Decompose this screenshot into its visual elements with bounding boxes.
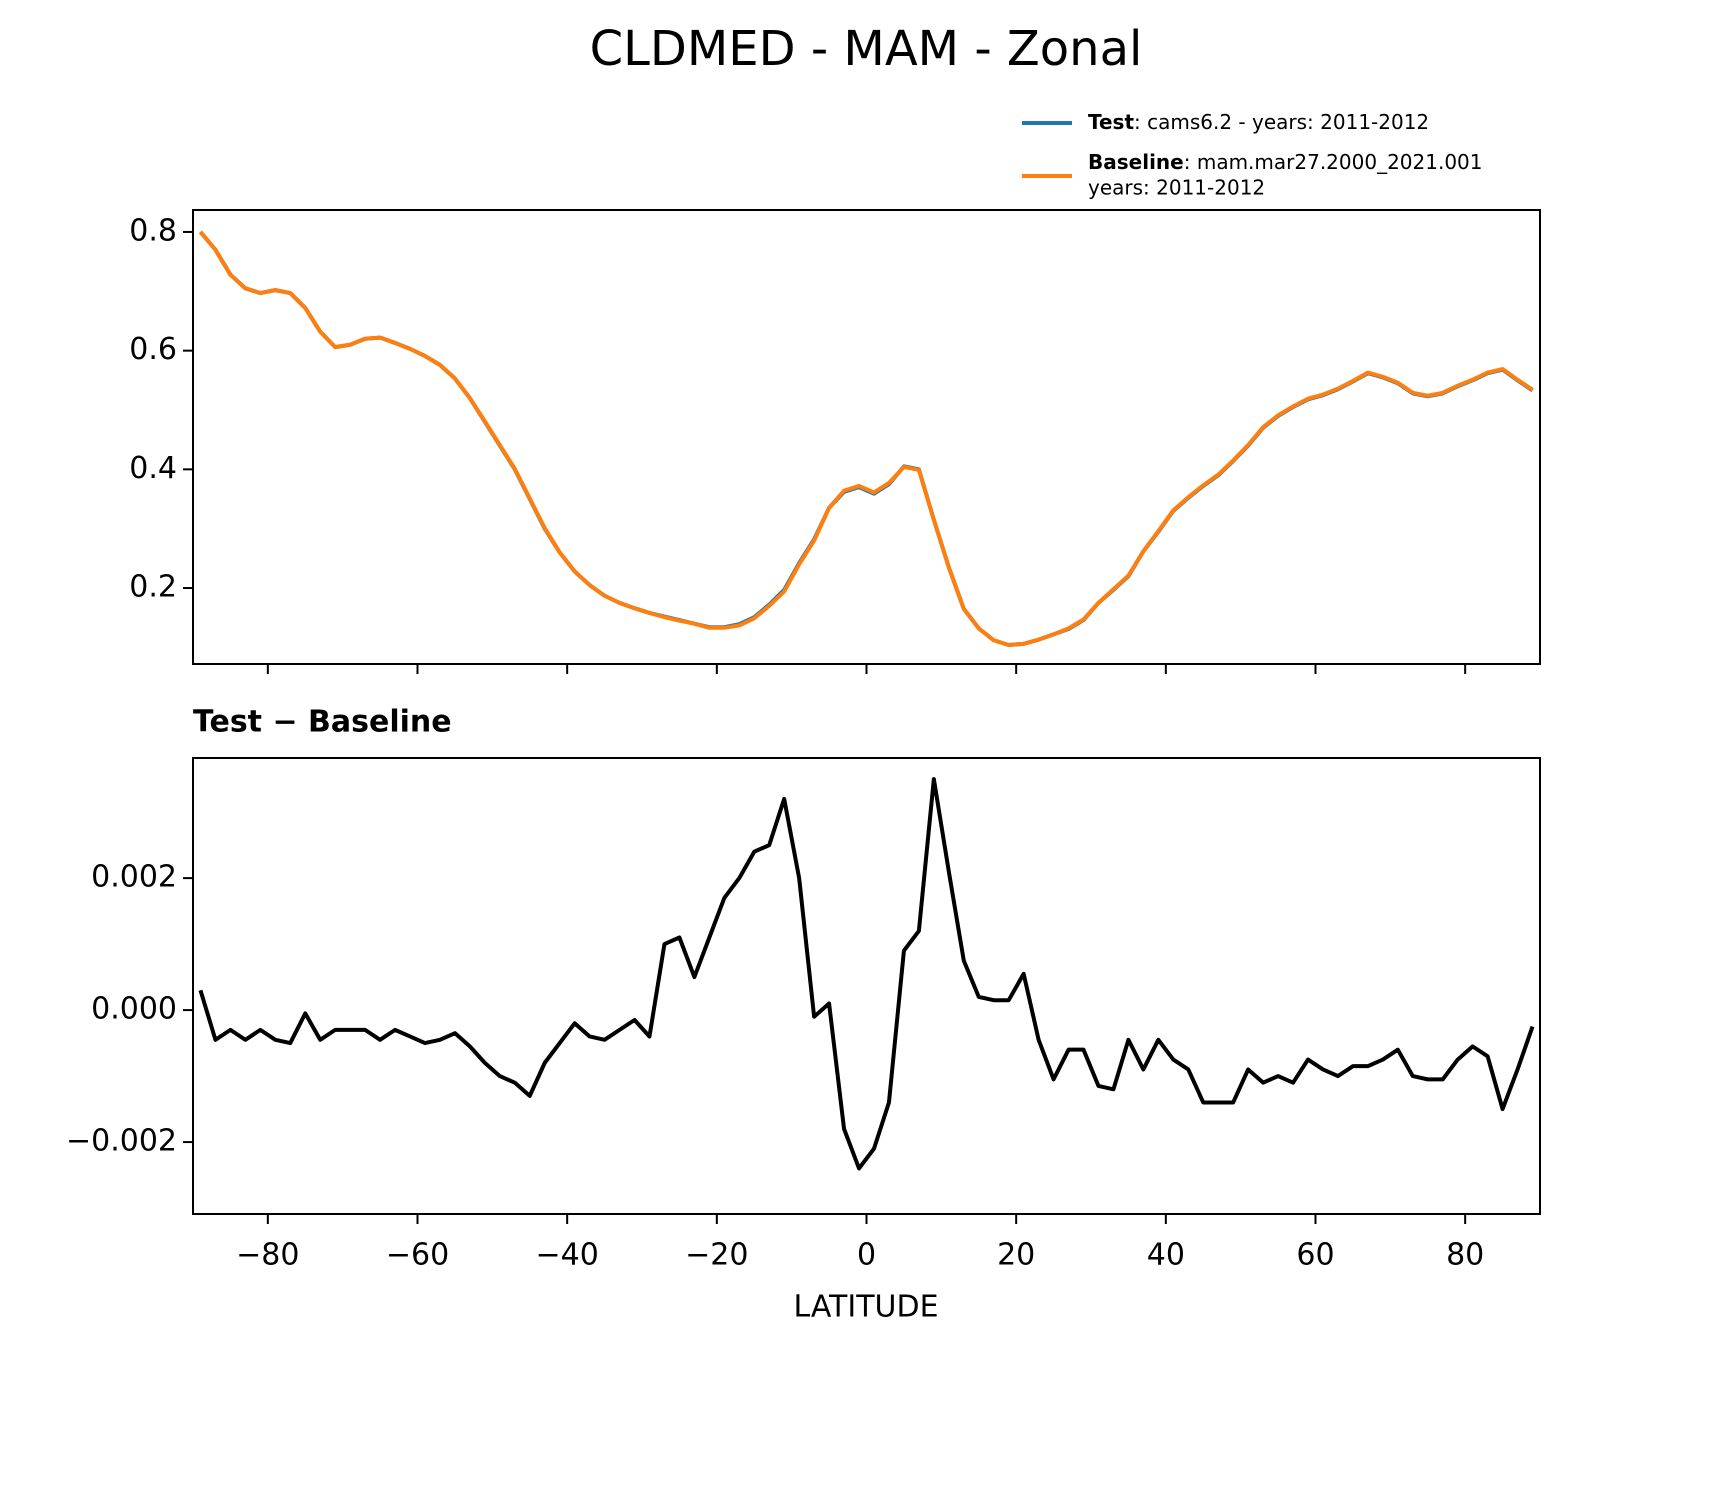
y-tick-label: 0.000 (91, 992, 177, 1027)
legend-label: Test: cams6.2 - years: 2011-2012 (1088, 110, 1429, 134)
legend-description: years: 2011-2012 (1088, 176, 1265, 200)
y-tick-label: 0.002 (91, 860, 177, 895)
x-tick-label: −80 (236, 1238, 299, 1273)
chart-title: CLDMED - MAM - Zonal (590, 21, 1143, 77)
axes-frame (192, 209, 1541, 665)
x-tick-label: 40 (1147, 1238, 1185, 1273)
plot-area (198, 230, 1534, 648)
y-tick-label: −0.002 (66, 1124, 177, 1159)
legend-description: : mam.mar27.2000_2021.001 (1184, 150, 1483, 174)
data-line (198, 230, 1534, 648)
x-tick-label: 20 (997, 1238, 1035, 1273)
legend-name: Baseline (1088, 150, 1184, 174)
x-tick-label: −60 (386, 1238, 449, 1273)
data-line (198, 777, 1535, 1171)
y-tick-label: 0.6 (129, 332, 177, 367)
legend-name: Test (1088, 110, 1134, 134)
plot-area (198, 777, 1535, 1171)
x-tick-label: 60 (1296, 1238, 1334, 1273)
x-tick-label: 0 (857, 1238, 876, 1273)
legend-label: Baseline: mam.mar27.2000_2021.001 (1088, 150, 1483, 174)
y-tick-label: 0.8 (129, 213, 177, 248)
x-tick-label: −40 (536, 1238, 599, 1273)
panel-title: Test − Baseline (193, 705, 452, 740)
y-tick-label: 0.2 (129, 570, 177, 605)
y-tick-label: 0.4 (129, 451, 177, 486)
legend-description: : cams6.2 - years: 2011-2012 (1134, 110, 1429, 134)
x-axis-label: LATITUDE (793, 1290, 938, 1325)
axes-frame (192, 757, 1541, 1215)
x-tick-label: 80 (1446, 1238, 1484, 1273)
x-tick-label: −20 (685, 1238, 748, 1273)
